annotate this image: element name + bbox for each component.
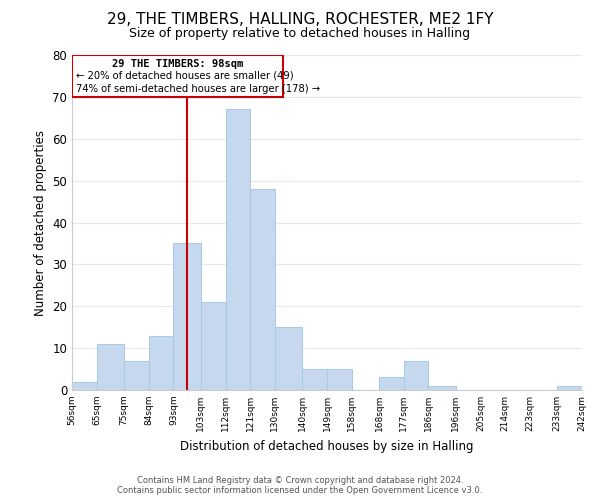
Text: ← 20% of detached houses are smaller (49): ← 20% of detached houses are smaller (49…	[76, 71, 294, 81]
Bar	[72, 55, 283, 97]
Text: Contains HM Land Registry data © Crown copyright and database right 2024.
Contai: Contains HM Land Registry data © Crown c…	[118, 476, 482, 495]
Bar	[173, 244, 201, 390]
Bar	[302, 369, 327, 390]
Bar	[226, 110, 250, 390]
Bar	[201, 302, 226, 390]
Text: 29, THE TIMBERS, HALLING, ROCHESTER, ME2 1FY: 29, THE TIMBERS, HALLING, ROCHESTER, ME2…	[107, 12, 493, 28]
Bar	[275, 327, 302, 390]
Bar	[379, 378, 404, 390]
Bar	[250, 189, 275, 390]
Y-axis label: Number of detached properties: Number of detached properties	[34, 130, 47, 316]
Bar	[124, 360, 149, 390]
Bar	[149, 336, 173, 390]
Bar	[97, 344, 124, 390]
Bar	[557, 386, 582, 390]
Text: 29 THE TIMBERS: 98sqm: 29 THE TIMBERS: 98sqm	[112, 59, 243, 69]
Bar	[404, 360, 428, 390]
Bar	[428, 386, 456, 390]
X-axis label: Distribution of detached houses by size in Halling: Distribution of detached houses by size …	[180, 440, 474, 452]
Text: Size of property relative to detached houses in Halling: Size of property relative to detached ho…	[130, 28, 470, 40]
Bar	[327, 369, 352, 390]
Text: 74% of semi-detached houses are larger (178) →: 74% of semi-detached houses are larger (…	[76, 84, 320, 94]
Bar	[72, 382, 97, 390]
